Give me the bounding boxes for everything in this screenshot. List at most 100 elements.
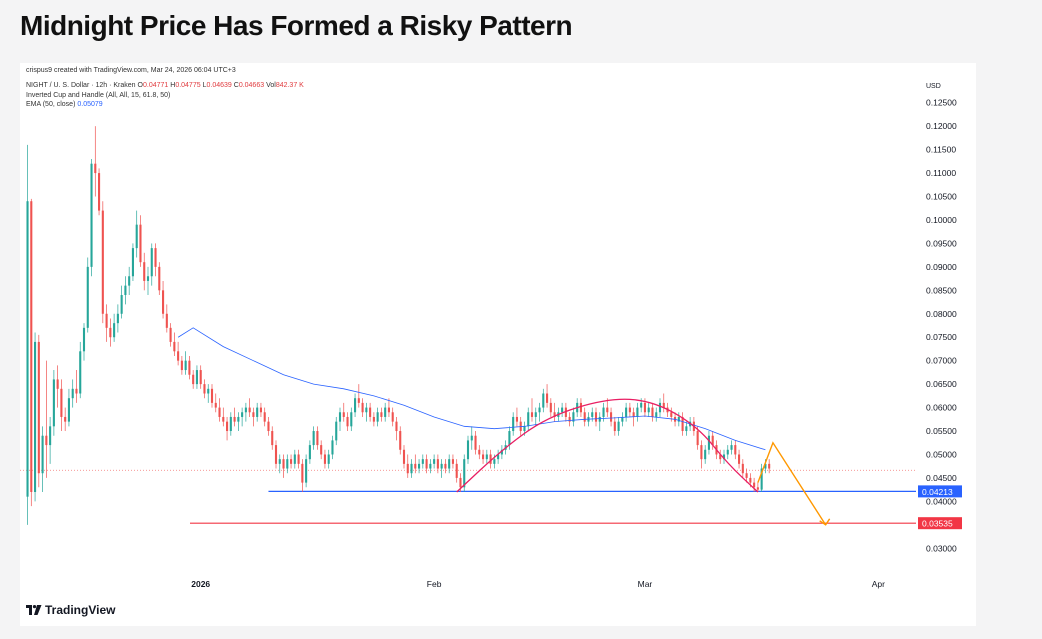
candle-body (94, 163, 97, 174)
y-tick-label: 0.07000 (926, 356, 957, 366)
tradingview-logo[interactable]: TradingView (26, 603, 115, 617)
candle-body (598, 416, 601, 422)
candle-body (707, 435, 710, 450)
candle-body (515, 416, 518, 422)
price-chart[interactable]: USD 0.12500 0.12000 0.11500 0.11000 0.10500 0.… (20, 63, 976, 626)
candle-body (226, 421, 229, 432)
candle-body (323, 454, 326, 464)
candle-body (508, 431, 511, 446)
candle-body (380, 412, 383, 417)
y-tick-label: 0.10500 (926, 192, 957, 202)
y-tick-label: 0.05000 (926, 449, 957, 459)
ema-value: 0.05079 (77, 101, 103, 108)
candle-body (719, 454, 722, 460)
candle-body (756, 487, 759, 490)
candle-body (542, 393, 545, 408)
candle-body (606, 407, 609, 413)
candle-body (711, 435, 714, 446)
candle-body (704, 449, 707, 460)
candle-body (583, 412, 586, 422)
y-tick-label: 0.11500 (926, 145, 956, 155)
candle-body (320, 445, 323, 455)
creator-line: crispus9 created with TradingView.com, M… (26, 67, 236, 74)
candle-body (210, 388, 214, 403)
candle-body (459, 477, 462, 488)
candle-body (312, 431, 315, 446)
target-price-tag-label: 0.03535 (922, 519, 953, 529)
candle-body (391, 412, 394, 422)
candle-body (538, 407, 541, 413)
candle-body (282, 459, 285, 469)
candle-body (278, 459, 281, 464)
indicator-ema[interactable]: EMA (50, close) 0.05079 (26, 101, 103, 108)
candle-body (263, 412, 266, 422)
candle-body (41, 435, 44, 474)
candle-body (489, 454, 492, 464)
candle-body (207, 388, 210, 394)
candle-body (621, 416, 624, 422)
candle-body (293, 454, 296, 464)
candle-body (71, 388, 74, 399)
candle-body (369, 407, 372, 417)
candle-body (139, 224, 142, 263)
candle-body (512, 416, 515, 432)
candle-body (474, 435, 477, 450)
candle-body (286, 459, 289, 469)
candle-body (425, 459, 428, 469)
candle-body (463, 459, 466, 488)
candle-body (455, 463, 458, 478)
candle-body (195, 370, 198, 385)
volume-value: 842.37 K (275, 82, 304, 89)
candle-body (523, 426, 526, 432)
candle-body (726, 449, 729, 455)
y-tick-label: 0.04500 (926, 473, 957, 483)
candle-body (165, 313, 168, 328)
candle-body (372, 416, 375, 422)
candle-body (681, 416, 684, 432)
candle-body (199, 370, 202, 385)
candle-body (101, 210, 104, 314)
candle-body (305, 459, 308, 483)
candle-body (331, 440, 334, 455)
candle-body (308, 445, 311, 460)
candle-body (52, 379, 55, 427)
volume-label: Vol (266, 82, 276, 89)
candle-body (67, 398, 70, 422)
currency-label: USD (926, 83, 941, 90)
candle-body (376, 412, 379, 422)
candle-body (237, 416, 240, 422)
candle-body (30, 201, 33, 492)
chart-card: USD 0.12500 0.12000 0.11500 0.11000 0.10500 0.… (20, 63, 976, 626)
candle-body (384, 407, 387, 417)
candle-body (248, 407, 251, 413)
candle-body (154, 248, 157, 267)
indicator-cup-handle[interactable]: Inverted Cup and Handle (All, All, 15, 6… (26, 92, 171, 99)
candle-body (150, 248, 153, 277)
projection-arrow (757, 441, 827, 526)
candle-body (34, 341, 37, 492)
y-tick-label: 0.12500 (926, 98, 957, 108)
candle-body (188, 360, 191, 375)
candle-body (440, 463, 443, 469)
ohlc-line: NIGHT / U. S. Dollar · 12h · Kraken O0.0… (26, 82, 304, 89)
candle-body (387, 407, 390, 413)
candle-body (169, 327, 172, 342)
candle-body (658, 402, 662, 413)
y-tick-label: 0.04000 (926, 496, 957, 506)
tradingview-logo-icon (26, 605, 42, 615)
high-label: H (170, 82, 176, 89)
candle-body (229, 416, 232, 432)
candle-body (753, 482, 756, 488)
candle-body (203, 384, 206, 394)
y-tick-label: 0.09500 (926, 238, 957, 248)
candle-body (760, 468, 763, 490)
candle-body (482, 454, 485, 460)
candle-body (594, 412, 598, 422)
candle-body (470, 435, 473, 441)
low-label: L (202, 82, 207, 89)
candle-body (399, 431, 402, 450)
high-value: 0.04775 (175, 82, 201, 89)
x-tick-label: Apr (872, 579, 885, 589)
ema-line (177, 327, 766, 451)
candle-body (613, 421, 616, 432)
